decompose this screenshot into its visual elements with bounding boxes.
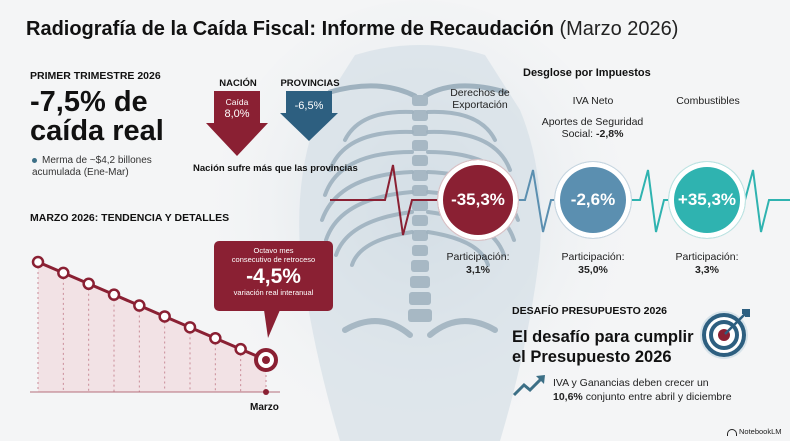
tax-name-export: Derechos de Exportación — [440, 87, 520, 111]
bullet-dot-icon — [32, 157, 37, 163]
trend-chart — [30, 255, 280, 395]
callout-value: -4,5% — [246, 265, 301, 288]
nation-label: NACIÓN — [219, 78, 257, 89]
trend-callout: Octavo mes consecutivo de retroceso -4,5… — [214, 241, 333, 311]
nation-value: 8,0% — [224, 108, 250, 120]
circle-iva-value: -2,6% — [570, 190, 616, 209]
provinces-label: PROVINCIAS — [280, 78, 340, 89]
tax-name-export-line1: Derechos de — [450, 87, 510, 99]
circle-fuel: +35,3% — [669, 162, 745, 238]
brand-mark: NotebookLM — [727, 427, 782, 436]
nation-sub: Caída — [225, 97, 249, 107]
share-iva-label: Participación: — [561, 251, 625, 263]
challenge-text-bold: 10,6% — [553, 391, 583, 403]
nation-down-arrow-icon — [206, 91, 268, 156]
page-title: Radiografía de la Caída Fiscal: Informe … — [26, 18, 678, 41]
challenge-title-line1: El desafío para cumplir — [512, 328, 694, 346]
challenge-text: IVA y Ganancias deben crecer un 10,6% co… — [553, 376, 763, 404]
share-iva: Participación: 35,0% — [553, 251, 633, 277]
circle-export-value: -35,3% — [451, 190, 505, 209]
challenge-title-line2: el Presupuesto 2026 — [512, 348, 672, 366]
callout-pointer — [264, 310, 280, 338]
title-main: Radiografía de la Caída Fiscal: Informe … — [26, 18, 554, 40]
share-iva-value: 35,0% — [578, 264, 608, 276]
comparison-caption: Nación sufre más que las provincias — [193, 163, 358, 174]
nation-values: Caída 8,0% — [212, 96, 262, 120]
share-fuel: Participación: 3,3% — [667, 251, 747, 277]
trend-point — [82, 277, 95, 291]
q1-note-text: Merma de ~$4,2 billones acumulada (Ene-M… — [32, 155, 152, 178]
social-security-value: -2,8% — [596, 128, 624, 140]
circle-fuel-value: +35,3% — [677, 190, 737, 209]
challenge-title: El desafío para cumplir el Presupuesto 2… — [512, 327, 694, 367]
trend-point — [234, 342, 247, 356]
share-export-value: 3,1% — [466, 264, 490, 276]
trend-up-icon — [512, 375, 545, 397]
month-label: Marzo — [250, 402, 279, 413]
trend-point — [209, 331, 222, 345]
trend-point — [107, 288, 121, 301]
target-icon — [700, 309, 750, 359]
tax-name-fuel: Combustibles — [676, 95, 740, 107]
trend-line — [37, 260, 267, 362]
challenge-text-suffix: conjunto entre abril y diciembre — [585, 391, 732, 403]
trend-area — [38, 262, 266, 392]
brand-text: NotebookLM — [739, 427, 782, 436]
callout-line1: Octavo mes — [253, 246, 294, 255]
q1-stat: -7,5% de caída real — [30, 88, 164, 146]
social-security-note: Aportes de Seguridad Social: -2,8% — [530, 116, 655, 140]
q1-label: PRIMER TRIMESTRE 2026 — [30, 70, 161, 82]
trend-point — [183, 321, 197, 334]
trend-heading: MARZO 2026: TENDENCIA Y DETALLES — [30, 212, 230, 224]
provinces-down-arrow-icon — [280, 91, 338, 141]
trend-point — [133, 299, 146, 312]
share-export: Participación: 3,1% — [440, 251, 516, 277]
q1-note: Merma de ~$4,2 billones acumulada (Ene-M… — [32, 155, 192, 179]
title-date: (Marzo 2026) — [559, 18, 679, 40]
share-export-label: Participación: — [446, 251, 510, 263]
trend-point — [31, 255, 45, 269]
callout-foot: variación real interanual — [233, 288, 314, 297]
month-tick-dot — [263, 389, 269, 395]
breakdown-heading: Desglose por Impuestos — [523, 67, 651, 79]
trend-point-latest-core — [262, 356, 270, 364]
social-security-line1: Aportes de Seguridad — [541, 116, 644, 128]
challenge-heading: DESAFÍO PRESUPUESTO 2026 — [512, 305, 668, 317]
share-fuel-label: Participación: — [675, 251, 739, 263]
notebooklm-logo-icon — [727, 428, 737, 436]
q1-stat-line1: -7,5% de — [30, 86, 148, 118]
q1-stat-line2: caída real — [30, 115, 164, 147]
tax-name-export-line2: Exportación — [452, 99, 508, 111]
tax-name-iva: IVA Neto — [572, 95, 614, 107]
trend-point — [57, 266, 70, 280]
share-fuel-value: 3,3% — [695, 264, 719, 276]
circle-iva: -2,6% — [555, 162, 631, 238]
provinces-value: -6,5% — [294, 100, 324, 112]
trend-point — [158, 310, 171, 323]
challenge-text-prefix: IVA y Ganancias deben crecer un — [553, 377, 709, 389]
circle-export: -35,3% — [438, 160, 518, 240]
callout-line2: consecutivo de retroceso — [231, 255, 316, 264]
social-security-prefix: Social: — [561, 128, 594, 140]
